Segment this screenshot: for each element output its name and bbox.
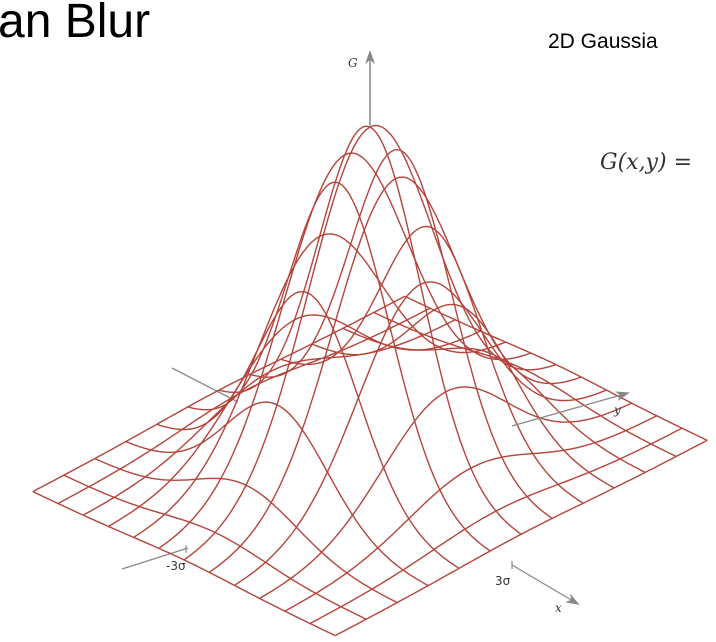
mesh-line-along-x [342,327,646,474]
mesh-line-along-x [187,181,491,552]
mesh-line-along-y [309,427,683,625]
x-axis-back-line [121,547,189,570]
x-axis-arrow [511,564,580,606]
mesh-line-along-y [183,124,557,561]
mesh-line-along-y [133,233,506,538]
g-axis-label: G [348,56,358,70]
mesh-line-along-y [32,295,406,493]
slide-subtitle: 2D Gaussia [548,30,658,53]
mesh-line-along-y [158,152,532,549]
y-axis-back-line [171,367,239,403]
mesh-line-along-y [334,439,708,637]
y-axis-label: y [613,403,621,417]
mesh-line-along-y [284,415,658,612]
gaussian-mesh [32,124,708,637]
x-axis-label: x [555,601,562,615]
slide-title: an Blur [0,0,151,48]
gaussian-formula: G(x,y) = [600,150,692,175]
pos-sigma-label: 3σ [495,574,511,588]
mesh-line-along-x [404,295,708,441]
mesh-line-along-y [259,386,632,600]
mesh-line-along-x [280,225,584,504]
mesh-line-along-x [249,148,553,519]
neg-sigma-label: -3σ [166,559,186,573]
mesh-line-along-x [63,474,367,620]
mesh-line-along-x [373,311,677,458]
mesh-line-along-y [57,307,431,505]
y-axis-arrow [511,391,630,427]
